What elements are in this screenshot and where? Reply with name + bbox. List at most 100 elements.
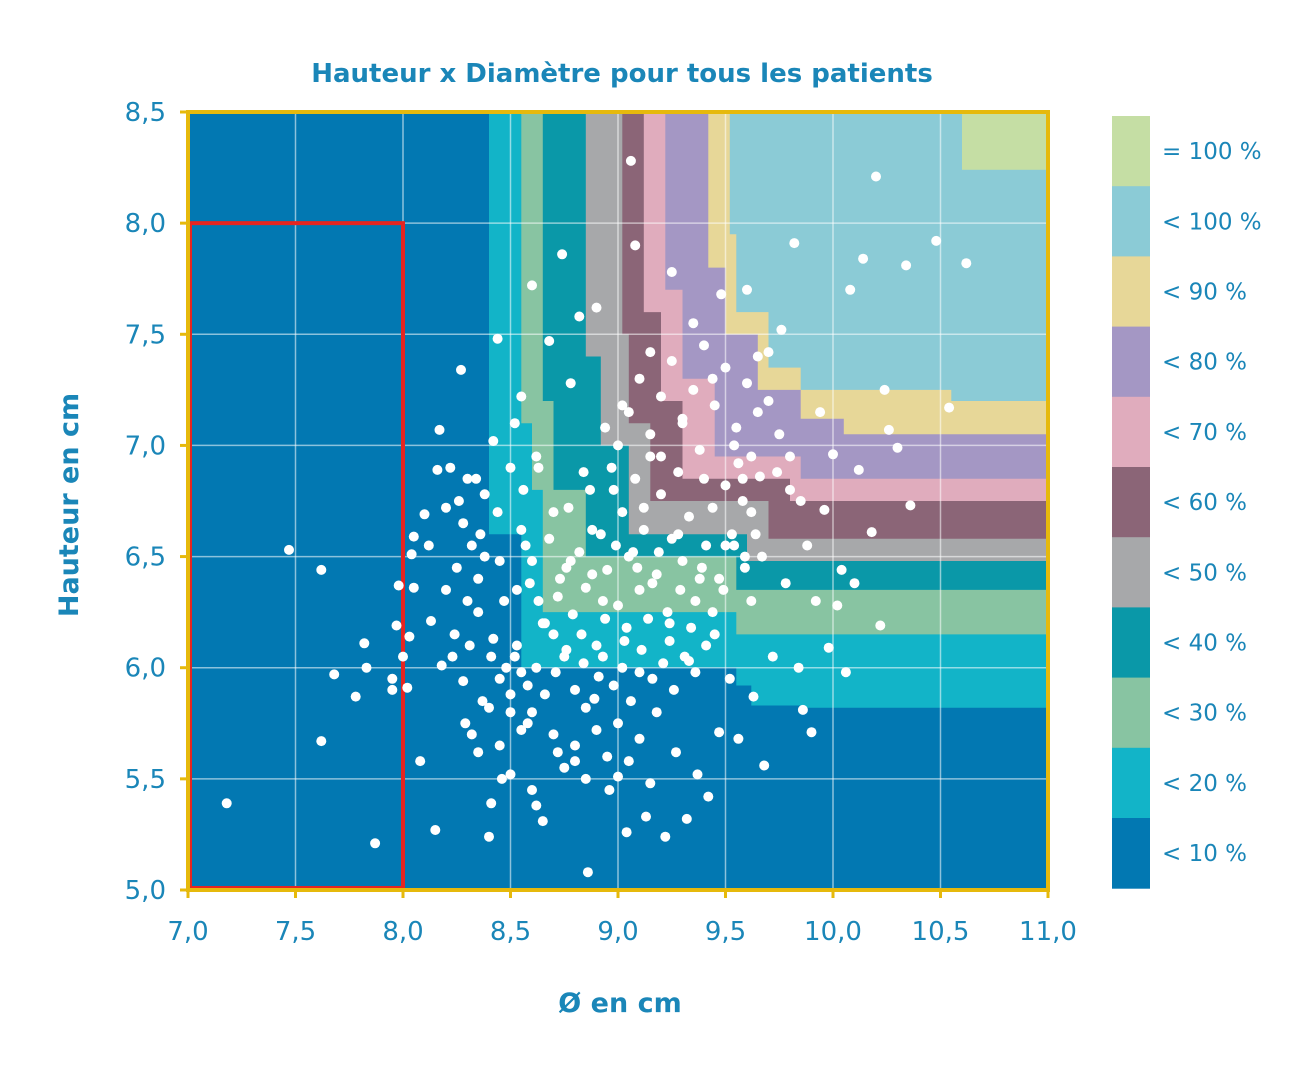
data-point (316, 564, 327, 575)
data-point (580, 582, 591, 593)
data-point (763, 396, 774, 406)
data-point (574, 311, 585, 322)
data-point (845, 284, 856, 295)
data-point (720, 540, 731, 551)
data-point (610, 540, 621, 551)
data-point (634, 733, 645, 744)
x-tick-label: 7,0 (167, 917, 208, 947)
data-point (329, 669, 340, 680)
data-point (677, 413, 688, 424)
data-point (441, 502, 451, 513)
data-point (759, 760, 770, 771)
data-point (559, 762, 570, 773)
data-point (516, 524, 527, 535)
data-point (774, 429, 785, 440)
data-point (477, 696, 488, 707)
plot-background (188, 112, 1048, 890)
data-point (441, 584, 451, 595)
data-point (563, 502, 574, 513)
legend-label: < 60 % (1162, 490, 1247, 516)
data-point (668, 684, 679, 695)
band-eq100 (962, 112, 1048, 170)
data-point (630, 240, 641, 251)
data-point (739, 551, 750, 562)
data-point (602, 564, 613, 575)
data-point (550, 667, 561, 678)
data-point (580, 773, 591, 784)
x-axis-label: Ø en cm (558, 988, 681, 1019)
data-point (221, 798, 232, 809)
data-point (570, 684, 580, 695)
data-point (815, 407, 826, 418)
data-point (511, 584, 522, 595)
data-point (645, 451, 656, 462)
data-point (589, 693, 600, 704)
data-point (623, 407, 634, 418)
data-point (645, 778, 656, 789)
data-point (462, 596, 473, 606)
legend-label: < 100 % (1162, 209, 1262, 235)
legend-swatch (1112, 256, 1150, 328)
data-point (591, 302, 602, 313)
data-point (570, 740, 580, 751)
data-point (458, 518, 469, 529)
data-point (524, 578, 535, 589)
data-point (823, 642, 834, 653)
legend-label: < 40 % (1162, 631, 1247, 657)
data-point (832, 600, 843, 611)
data-point (688, 384, 699, 395)
y-tick-label: 5,5 (125, 765, 166, 795)
data-point (681, 813, 692, 824)
data-point (714, 727, 725, 738)
x-tick-label: 8,0 (382, 917, 423, 947)
y-tick-label: 7,5 (125, 320, 166, 350)
data-point (585, 484, 595, 495)
data-point (494, 673, 505, 684)
data-point (404, 631, 415, 642)
data-point (580, 702, 591, 713)
data-point (836, 564, 847, 575)
data-point (466, 540, 477, 551)
data-point (763, 347, 774, 358)
data-point (505, 689, 516, 700)
data-point (473, 747, 484, 758)
data-point (570, 756, 580, 767)
x-axis-ticks: 7,0 7,5 8,0 8,5 9,0 9,5 10,0 10,5 11,0 (167, 890, 1077, 947)
data-point (696, 562, 707, 573)
data-point (522, 680, 533, 691)
data-point (518, 484, 529, 495)
data-point (729, 440, 740, 451)
data-point (752, 351, 763, 362)
legend-label: < 80 % (1162, 350, 1247, 376)
data-point (737, 473, 748, 484)
data-point (462, 473, 473, 484)
data-point (361, 662, 372, 673)
data-point (537, 618, 548, 629)
legend-swatch (1112, 186, 1150, 257)
data-point (574, 547, 585, 558)
legend-label: < 30 % (1162, 701, 1247, 727)
data-point (597, 596, 608, 606)
data-point (720, 362, 731, 373)
data-point (750, 529, 761, 540)
data-point (591, 725, 602, 735)
data-point (557, 249, 568, 260)
data-point (494, 556, 505, 566)
data-point (516, 391, 527, 402)
y-tick-label: 8,0 (125, 209, 166, 239)
data-point (675, 584, 686, 595)
data-point (638, 524, 649, 535)
data-point (527, 785, 537, 795)
data-point (537, 816, 548, 827)
data-point (810, 596, 821, 606)
data-point (664, 618, 675, 629)
data-point (426, 616, 436, 626)
data-point (754, 471, 765, 482)
data-point (602, 751, 613, 762)
data-point (522, 718, 533, 729)
data-point (449, 629, 460, 640)
legend-swatch (1112, 818, 1150, 889)
data-point (634, 584, 645, 595)
data-point (505, 769, 516, 780)
